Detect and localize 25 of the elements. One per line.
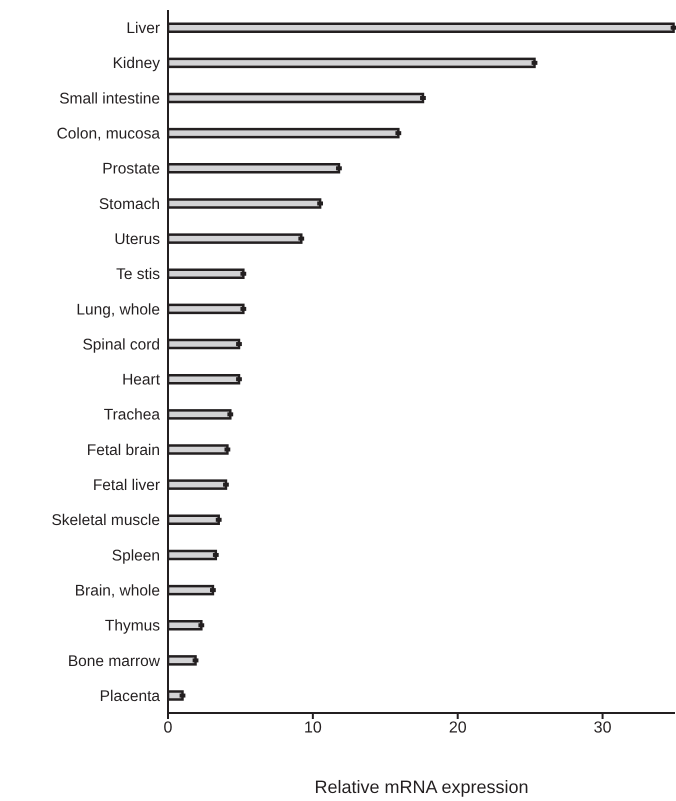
- y-tick-label: Small intestine: [59, 90, 160, 108]
- y-tick-label: Spleen: [112, 547, 160, 564]
- x-tick-label: 0: [164, 719, 173, 736]
- y-tick-label: Bone marrow: [68, 652, 161, 670]
- y-tick-label: Kidney: [112, 55, 160, 72]
- x-tick-label: 30: [594, 719, 612, 736]
- y-tick-label: Prostate: [102, 160, 160, 178]
- x-tick-label: 10: [304, 719, 322, 736]
- y-tick-label: Stomach: [98, 196, 160, 213]
- y-tick-label: Colon, mucosa: [56, 126, 160, 143]
- y-tick-label: Fetal brain: [86, 442, 160, 459]
- x-axis-title: Relative mRNA expression: [314, 777, 529, 797]
- y-tick-label: Liver: [126, 20, 160, 38]
- x-tick-label: 20: [448, 719, 467, 736]
- y-tick-label: Thymus: [104, 618, 160, 635]
- y-tick-label: Trachea: [104, 406, 160, 424]
- y-tick-label: Fetal liver: [92, 477, 160, 494]
- y-tick-label: Te stis: [116, 266, 160, 284]
- y-tick-label: Uterus: [114, 230, 160, 248]
- y-tick-label: Heart: [122, 372, 161, 389]
- y-tick-label: Brain, whole: [74, 582, 160, 600]
- y-tick-label: Lung, whole: [76, 301, 160, 318]
- y-tick-label: Placenta: [100, 688, 160, 705]
- y-tick-label: Skeletal muscle: [51, 512, 160, 530]
- y-tick-label: Spinal cord: [82, 336, 160, 354]
